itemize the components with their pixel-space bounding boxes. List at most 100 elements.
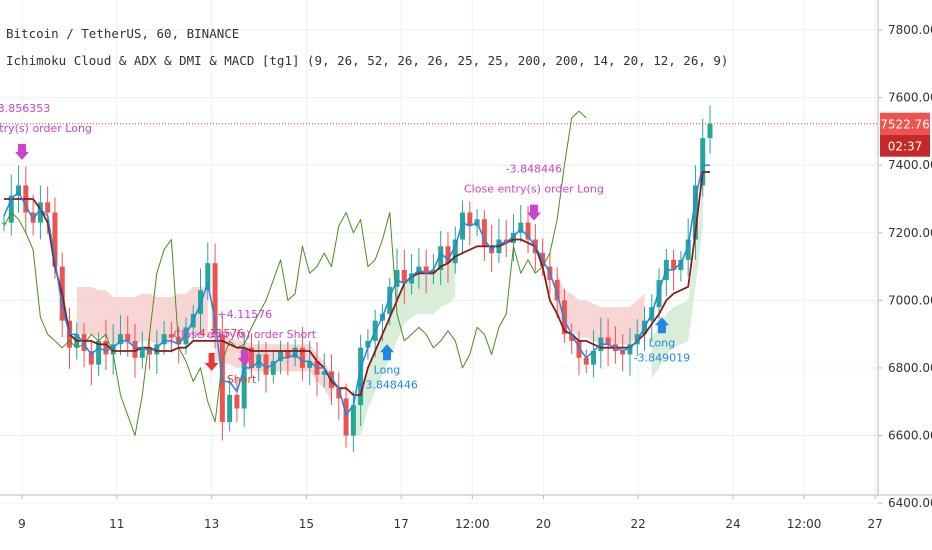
tenkan-sen-line [3,164,710,416]
chikou-span-line [3,110,587,436]
signal-label: Close entry(s) order Short [173,328,316,341]
candle-body [365,340,371,348]
candle-body [692,185,698,240]
candle-body [103,340,109,355]
signal-value: +4.11576 [217,308,272,321]
candle-body [96,340,102,365]
signal-label: Close entry(s) order Long [464,183,604,196]
candle-body [343,398,349,436]
candle-body [212,263,218,335]
time-tick-label: 20 [536,517,551,531]
candle-body [394,269,400,287]
candle-body [292,347,298,358]
signal-label: Close entry(s) order Long [0,122,92,135]
long-arrow-icon [379,344,394,361]
candle-body [161,334,167,345]
candle-body [132,340,138,358]
candle-body [81,334,87,352]
candle-body [707,123,713,139]
candle-body [139,347,145,358]
candle-body [445,246,451,264]
candle-body [358,347,364,406]
price-tick-label: 7800.00 [888,23,932,37]
candle-body [525,222,531,240]
candle-body [627,344,633,355]
candle-body [605,337,611,345]
close-arrow-icon [15,143,29,160]
candle-body [248,347,254,368]
cloud-bear [76,286,208,345]
candle-body [387,286,393,314]
time-tick-label: 17 [394,517,409,531]
candle-body [88,351,94,365]
candle-body [299,347,305,368]
time-tick-label: 11 [109,517,124,531]
candle-body [656,280,662,308]
candle-body [481,219,487,247]
candle-body [45,202,51,213]
price-tick-label: 6800.00 [888,361,932,375]
candle-body [241,347,247,409]
price-tick-label: 7000.00 [888,293,932,307]
candle-body [168,334,174,338]
price-tick-label: 7200.00 [888,226,932,240]
candle-body [634,334,640,345]
candle-body [8,195,14,223]
candle-body [227,394,233,423]
candle-body [503,239,509,243]
candle-body [307,361,313,368]
price-tick-label: 7600.00 [888,91,932,105]
candle-body [467,212,473,227]
candle-body [183,327,189,345]
time-tick-label: 22 [631,517,646,531]
time-tick-label: 13 [204,517,219,531]
candle-body [460,212,466,240]
signal-value: -4.11576 [195,327,244,340]
candle-body [52,212,58,267]
candle-body [518,222,524,233]
time-tick-label: 12:00 [787,517,822,531]
signal-label: Long [374,363,401,376]
candle-body [576,340,582,358]
candle-body [430,269,436,274]
candle-body [321,371,327,375]
signal-label: Short [227,373,257,386]
close-arrow-icon [237,349,252,366]
candle-body [117,334,123,345]
indicator-legend[interactable]: Ichimoku Cloud & ADX & DMI & MACD [tg1] … [6,53,729,68]
candle-body [154,344,160,355]
long-arrow-icon [654,317,669,334]
candle-body [569,334,575,341]
candle-body [561,300,567,335]
candle-body [350,405,356,436]
candle-body [270,361,276,375]
candle-body [37,202,43,223]
symbol-title[interactable]: Bitcoin / TetherUS, 60, BINANCE [6,26,240,41]
signal-value: +3.848446 [356,378,418,391]
candle-body [16,185,22,196]
candle-body [285,351,291,358]
candle-body [583,357,589,365]
kijun-sen-line [4,171,710,396]
signal-value: -3.856353 [0,102,50,115]
candle-body [278,351,284,362]
candle-body [700,138,706,186]
time-tick-label: 15 [299,517,314,531]
bar-countdown: 02:37 [888,140,923,154]
candle-body [591,351,597,365]
cloud-bull [353,256,456,436]
candle-body [620,351,626,355]
candle-body [438,246,444,270]
candle-body [452,239,458,264]
candle-body [110,344,116,355]
last-price-badge[interactable] [880,112,930,135]
candle-body [671,259,677,270]
countdown-badge [880,134,930,157]
signal-label: Long [649,336,676,349]
last-price-value: 7522.76 [880,118,930,132]
close-arrow-icon [526,204,541,221]
signal-value: -3.849019 [634,351,690,364]
candle-body [554,280,560,301]
